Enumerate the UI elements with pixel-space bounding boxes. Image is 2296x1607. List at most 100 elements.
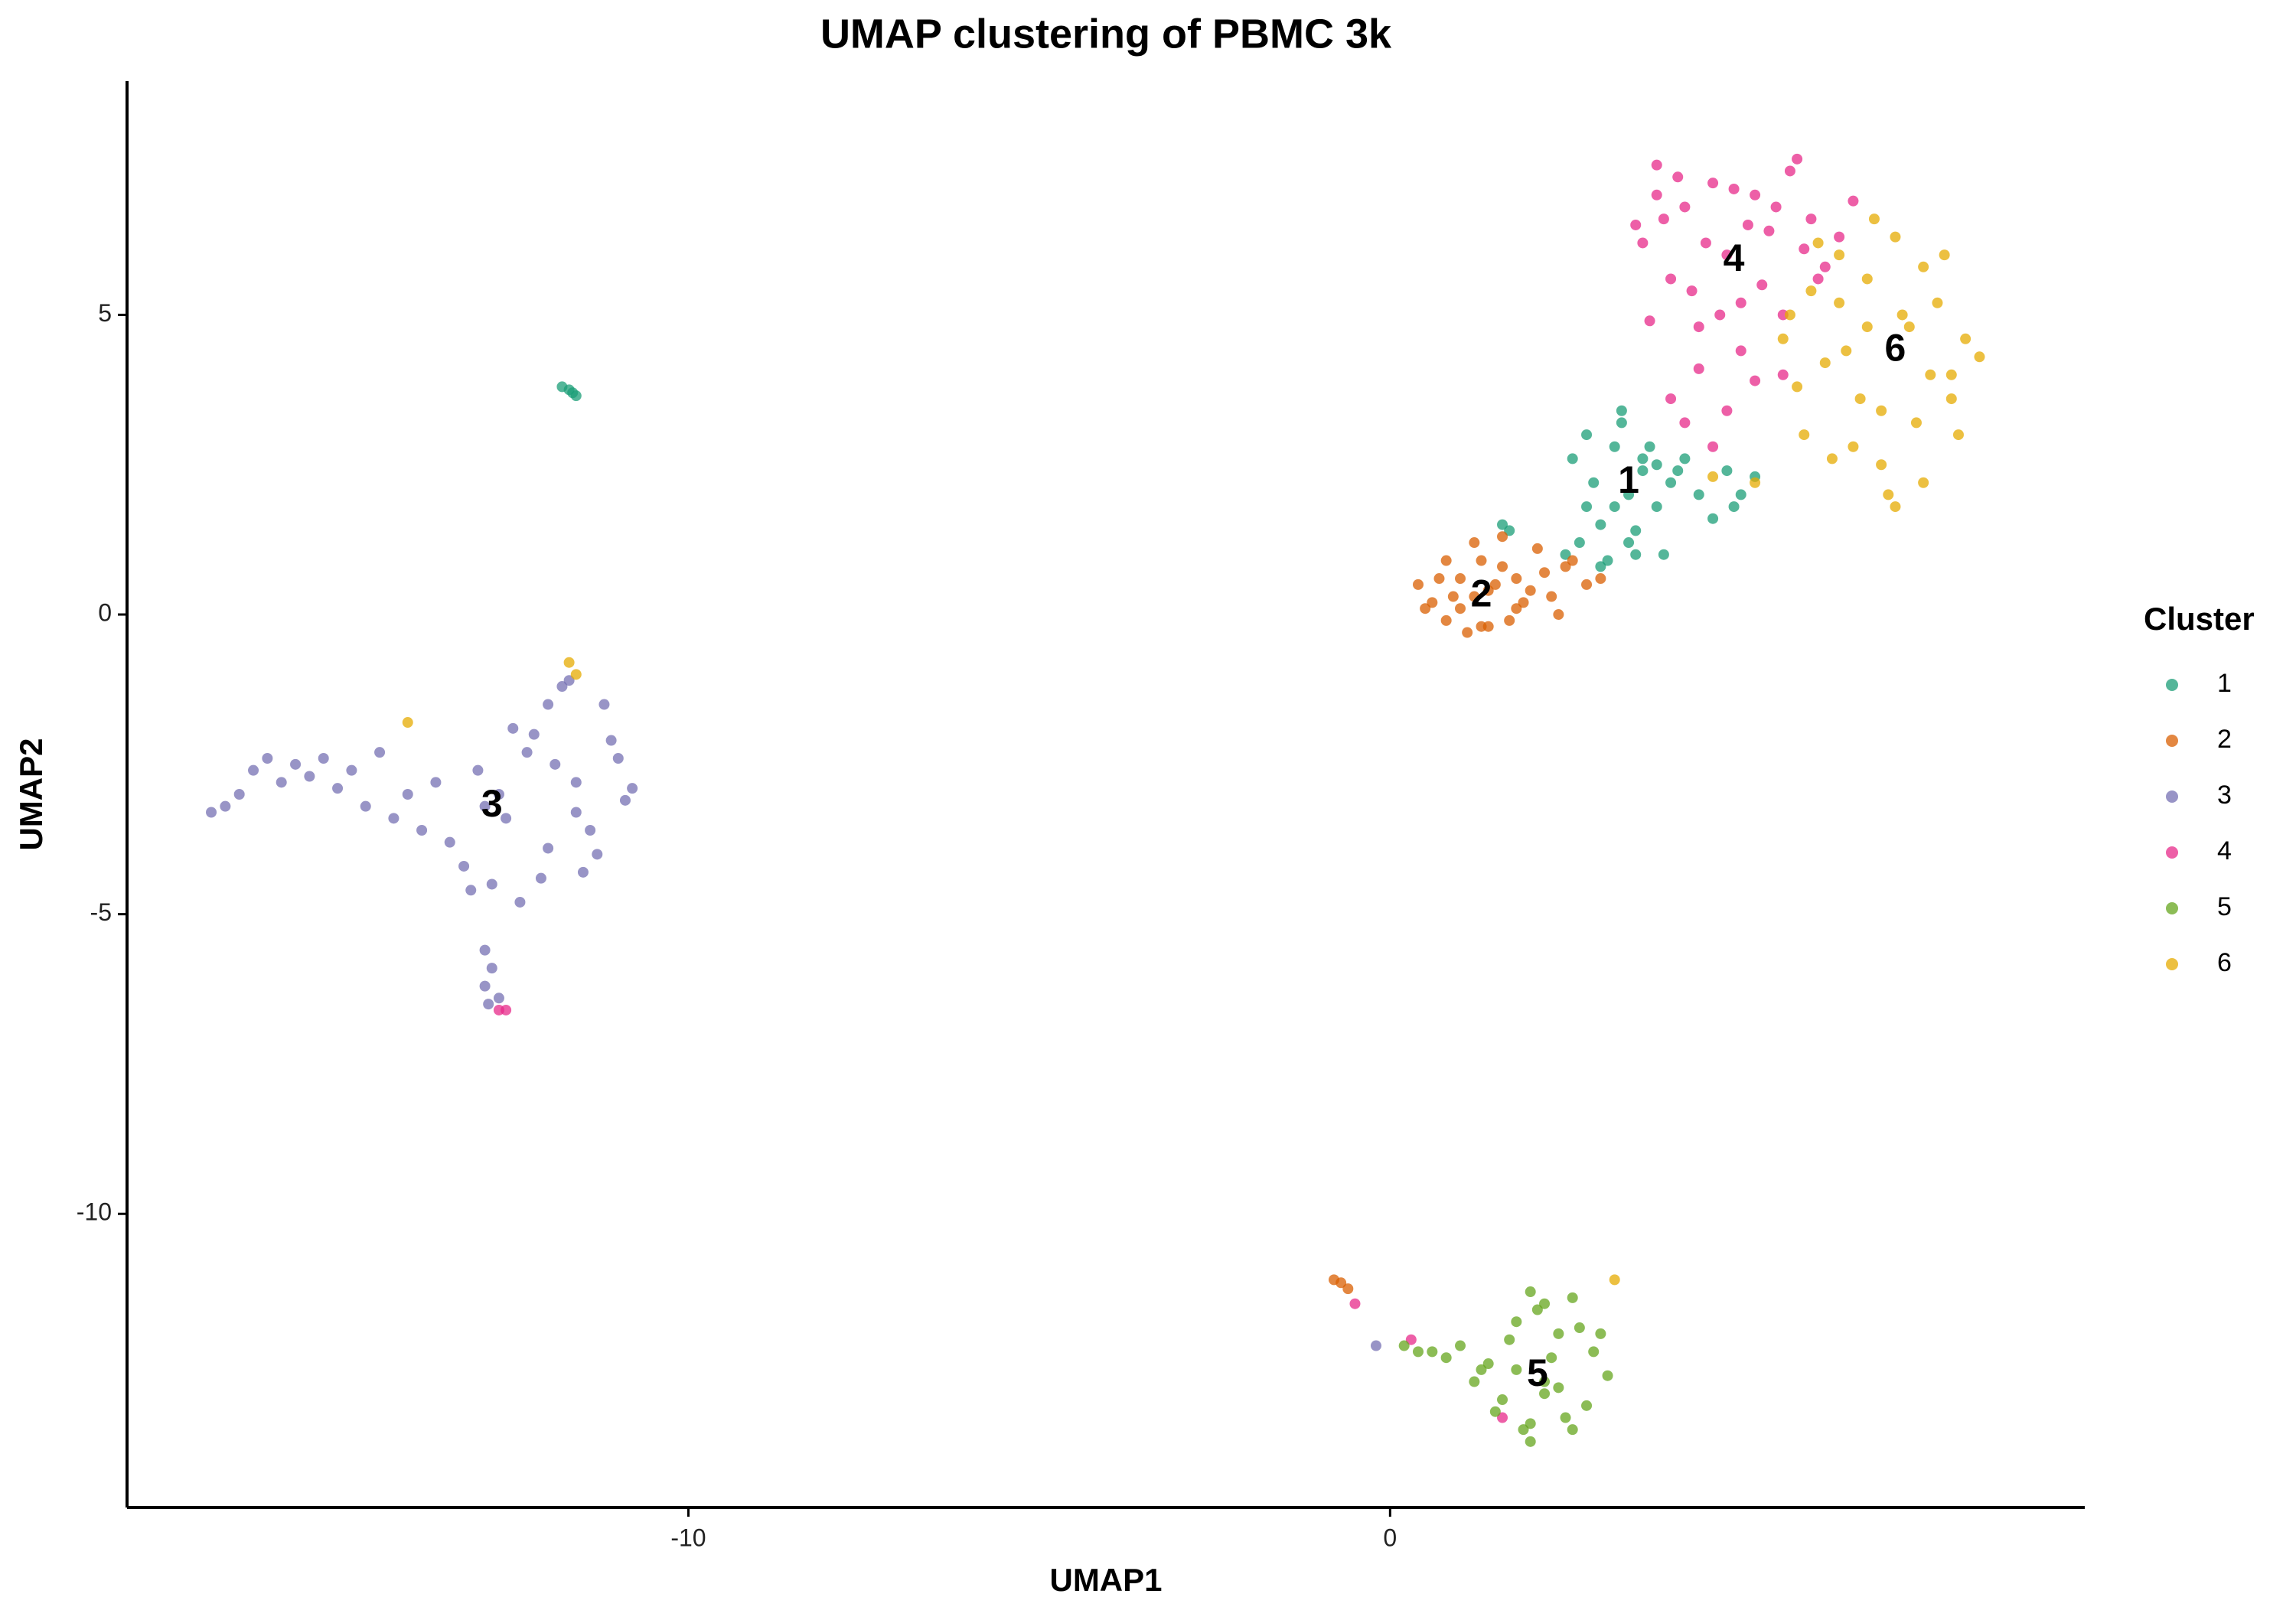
point xyxy=(1518,597,1529,608)
point xyxy=(493,993,504,1004)
point xyxy=(465,885,477,896)
point xyxy=(1546,1352,1557,1364)
point xyxy=(1939,249,1950,261)
point xyxy=(1910,417,1922,429)
point xyxy=(605,735,617,746)
point xyxy=(276,777,287,788)
legend-swatch xyxy=(2166,735,2178,747)
point xyxy=(570,807,582,818)
point xyxy=(1854,393,1866,405)
cluster-label: 1 xyxy=(1618,458,1639,501)
point xyxy=(1476,621,1487,632)
point xyxy=(1918,477,1929,488)
point xyxy=(570,777,582,788)
point xyxy=(1861,273,1873,285)
point xyxy=(1679,417,1691,429)
point xyxy=(1469,537,1480,549)
point xyxy=(1883,489,1894,500)
point xyxy=(1581,579,1593,590)
point xyxy=(1903,321,1915,333)
point xyxy=(1567,453,1578,464)
point xyxy=(1525,585,1536,596)
y-axis-label: UMAP2 xyxy=(13,738,49,850)
point xyxy=(290,758,302,770)
point xyxy=(1525,1418,1536,1429)
point xyxy=(1476,555,1487,566)
point xyxy=(1735,489,1746,500)
point xyxy=(1770,201,1782,213)
point xyxy=(493,789,504,800)
point xyxy=(1812,273,1824,285)
chart-title: UMAP clustering of PBMC 3k xyxy=(820,11,1392,57)
point xyxy=(1812,237,1824,249)
point xyxy=(332,783,344,794)
point xyxy=(1412,1346,1424,1358)
point xyxy=(402,789,413,800)
point xyxy=(1567,1292,1578,1303)
legend-label: 3 xyxy=(2217,781,2232,810)
point xyxy=(1665,393,1677,405)
point xyxy=(563,657,575,668)
point xyxy=(1588,1346,1600,1358)
point xyxy=(360,800,371,812)
point xyxy=(1489,579,1501,590)
point xyxy=(1567,555,1578,566)
point xyxy=(1342,1283,1354,1295)
point xyxy=(479,980,491,992)
point xyxy=(1693,363,1704,374)
point xyxy=(1714,309,1726,321)
legend-label: 6 xyxy=(2217,948,2232,977)
point xyxy=(1518,1424,1529,1436)
point xyxy=(1707,441,1719,452)
point xyxy=(1440,1352,1452,1364)
point xyxy=(1805,214,1817,225)
point xyxy=(1440,555,1452,566)
point xyxy=(1637,453,1649,464)
point xyxy=(1539,1376,1551,1387)
point xyxy=(521,747,533,758)
point xyxy=(570,669,582,680)
point xyxy=(1602,555,1613,566)
point xyxy=(619,794,631,806)
point xyxy=(1665,273,1677,285)
point xyxy=(1658,214,1669,225)
point xyxy=(1952,429,1964,441)
point xyxy=(1504,1334,1515,1345)
y-tick-label: 0 xyxy=(98,598,112,626)
point xyxy=(1644,315,1655,327)
point xyxy=(1651,459,1662,471)
x-axis-label: UMAP1 xyxy=(1049,1562,1162,1598)
point xyxy=(1469,591,1480,602)
point xyxy=(1455,1340,1466,1351)
point xyxy=(1482,1358,1494,1370)
point xyxy=(1890,231,1901,243)
point xyxy=(1588,477,1600,488)
point xyxy=(248,764,259,776)
point xyxy=(483,999,494,1010)
point xyxy=(577,866,589,878)
point xyxy=(1539,567,1551,579)
point xyxy=(1504,614,1515,626)
point xyxy=(1539,1388,1551,1400)
point xyxy=(1349,1298,1361,1309)
point xyxy=(1440,614,1452,626)
point xyxy=(1567,1424,1578,1436)
point xyxy=(1531,543,1543,554)
point xyxy=(1623,489,1635,500)
legend-label: 2 xyxy=(2217,725,2232,754)
point xyxy=(1462,627,1473,638)
point xyxy=(1799,429,1810,441)
point xyxy=(1644,441,1655,452)
point xyxy=(1861,321,1873,333)
cluster-label: 5 xyxy=(1527,1351,1548,1394)
point xyxy=(1672,465,1684,477)
y-tick-label: -5 xyxy=(90,898,112,926)
point xyxy=(1433,573,1445,585)
point xyxy=(1679,453,1691,464)
point xyxy=(430,777,442,788)
point xyxy=(1658,549,1669,560)
cluster-label: 6 xyxy=(1885,327,1906,370)
point xyxy=(444,836,455,848)
point xyxy=(388,813,400,824)
